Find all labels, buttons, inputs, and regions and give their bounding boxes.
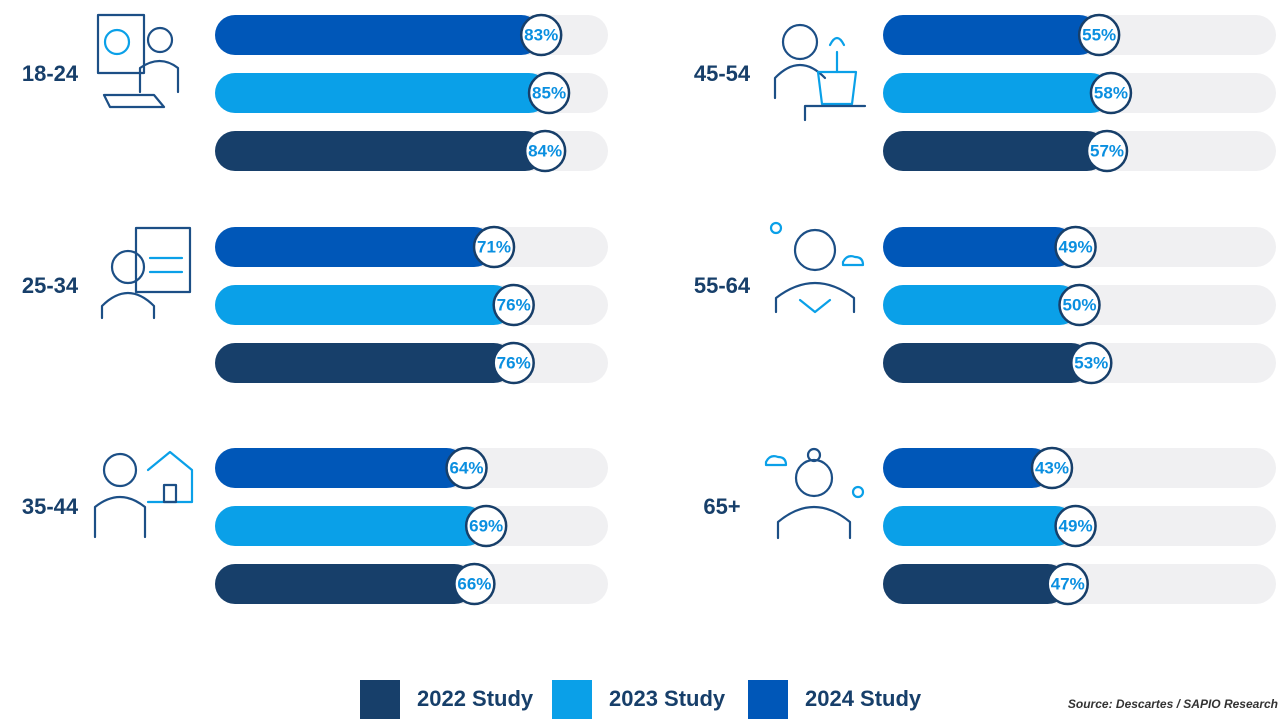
legend-swatch: [552, 680, 592, 719]
bar: [883, 564, 1068, 604]
value-label: 50%: [1062, 295, 1096, 314]
value-label: 76%: [497, 353, 531, 372]
category-label: 45-54: [694, 61, 751, 86]
value-label: 76%: [497, 295, 531, 314]
value-label: 84%: [528, 141, 562, 160]
value-label: 85%: [532, 83, 566, 102]
value-label: 71%: [477, 237, 511, 256]
bar: [883, 15, 1099, 55]
bar: [215, 343, 514, 383]
value-label: 64%: [450, 458, 484, 477]
legend-label: 2024 Study: [805, 686, 922, 711]
legend-swatch: [360, 680, 400, 719]
category-label: 65+: [703, 494, 740, 519]
bar: [883, 285, 1080, 325]
category-label: 55-64: [694, 273, 751, 298]
bar: [215, 131, 545, 171]
legend-swatch: [748, 680, 788, 719]
value-label: 66%: [457, 574, 491, 593]
category-label: 25-34: [22, 273, 79, 298]
value-label: 57%: [1090, 141, 1124, 160]
bar: [883, 73, 1111, 113]
bar: [215, 73, 549, 113]
bar: [883, 227, 1076, 267]
value-label: 58%: [1094, 83, 1128, 102]
value-label: 69%: [469, 516, 503, 535]
value-label: 47%: [1051, 574, 1085, 593]
value-label: 49%: [1059, 237, 1093, 256]
source: Source: Descartes / SAPIO Research: [1068, 697, 1278, 711]
bar: [215, 506, 486, 546]
bar: [883, 343, 1091, 383]
chart: Source: Descartes / SAPIO Research 18-24…: [0, 0, 1278, 719]
legend-label: 2023 Study: [609, 686, 726, 711]
value-label: 53%: [1074, 353, 1108, 372]
bar: [215, 285, 514, 325]
bar: [215, 564, 474, 604]
bar: [215, 15, 541, 55]
value-label: 55%: [1082, 25, 1116, 44]
legend-label: 2022 Study: [417, 686, 534, 711]
value-label: 49%: [1059, 516, 1093, 535]
bar: [215, 227, 494, 267]
bar: [215, 448, 467, 488]
value-label: 43%: [1035, 458, 1069, 477]
bar: [883, 131, 1107, 171]
bar: [883, 448, 1052, 488]
category-label: 18-24: [22, 61, 79, 86]
bar: [883, 506, 1076, 546]
value-label: 83%: [524, 25, 558, 44]
category-label: 35-44: [22, 494, 79, 519]
